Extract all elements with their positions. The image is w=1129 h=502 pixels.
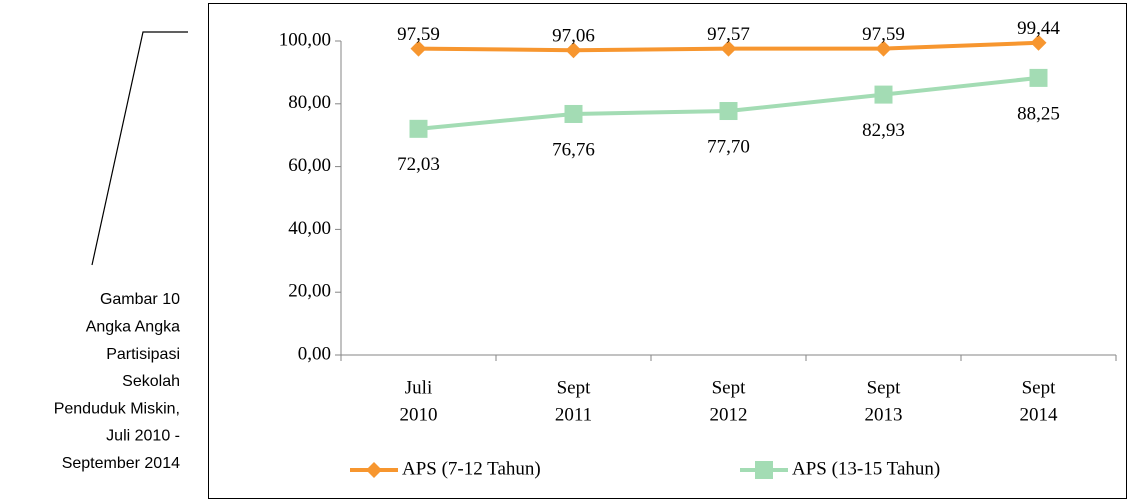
y-tick-label: 40,00 xyxy=(288,218,331,239)
data-point xyxy=(1029,68,1048,87)
data-label: 97,57 xyxy=(707,24,750,45)
caption-line: Juli 2010 - xyxy=(106,428,180,445)
x-tick-label: 2011 xyxy=(555,404,592,425)
x-tick-label: Juli xyxy=(405,377,432,398)
caption-line: Angka Angka xyxy=(86,319,180,336)
data-label: 88,25 xyxy=(1017,103,1060,124)
data-point xyxy=(564,104,583,123)
caption-line: Gambar 10 xyxy=(100,291,180,308)
data-point xyxy=(874,85,893,104)
legend-label: APS (7-12 Tahun) xyxy=(402,458,541,479)
legend-marker xyxy=(755,461,773,479)
caption-line: Sekolah xyxy=(122,373,180,390)
y-tick-label: 80,00 xyxy=(288,92,331,113)
data-label: 97,06 xyxy=(552,26,595,47)
x-tick-label: 2010 xyxy=(400,404,438,425)
x-tick-label: Sept xyxy=(712,377,747,398)
x-tick-label: Sept xyxy=(557,377,592,398)
legend-label: APS (13-15 Tahun) xyxy=(792,458,940,479)
y-tick-label: 60,00 xyxy=(288,155,331,176)
caption-line: Penduduk Miskin, xyxy=(54,400,180,417)
data-point xyxy=(720,40,737,57)
caption-line: Partisipasi xyxy=(106,346,180,363)
y-tick-label: 0,00 xyxy=(298,343,331,364)
legend-marker xyxy=(366,462,382,478)
x-tick-label: 2014 xyxy=(1020,404,1059,425)
data-label: 76,76 xyxy=(552,139,595,160)
x-tick-label: 2013 xyxy=(865,404,903,425)
x-tick-label: Sept xyxy=(1022,377,1057,398)
y-tick-label: 100,00 xyxy=(279,29,331,50)
caption-line: September 2014 xyxy=(62,455,180,472)
data-label: 72,03 xyxy=(397,154,440,175)
y-tick-label: 20,00 xyxy=(288,281,331,302)
data-label: 82,93 xyxy=(862,120,905,141)
callout-line xyxy=(91,31,188,266)
x-tick-label: 2012 xyxy=(710,404,748,425)
data-label: 99,44 xyxy=(1017,18,1060,39)
data-label: 97,59 xyxy=(862,24,905,45)
data-point xyxy=(719,102,738,121)
chart-frame xyxy=(208,3,1127,499)
data-point xyxy=(409,119,428,138)
x-tick-label: Sept xyxy=(867,377,902,398)
data-point xyxy=(1030,34,1047,51)
data-label: 97,59 xyxy=(397,24,440,45)
data-point xyxy=(875,40,892,57)
data-point xyxy=(410,40,427,57)
data-label: 77,70 xyxy=(707,136,750,157)
data-point xyxy=(565,42,582,59)
